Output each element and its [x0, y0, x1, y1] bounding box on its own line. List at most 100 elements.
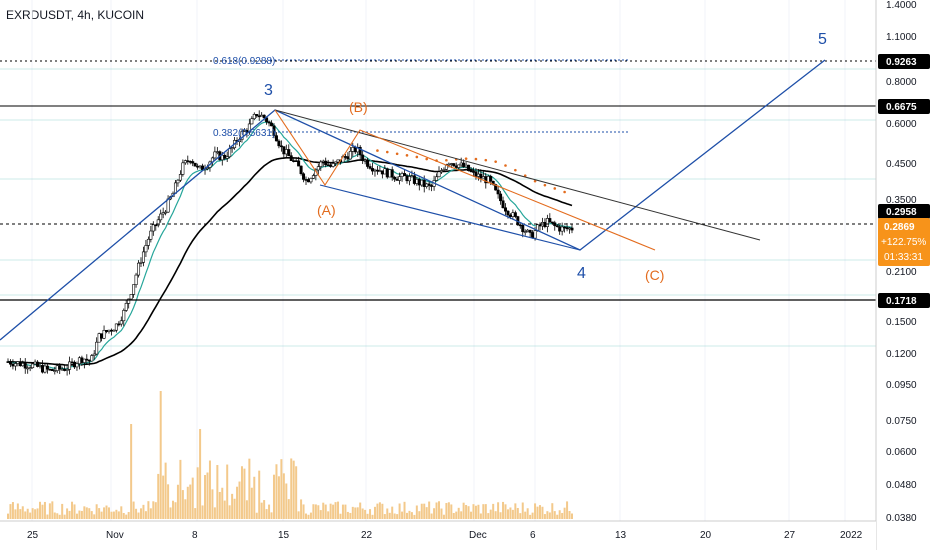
candle-body [270, 122, 274, 127]
wave-label-a: (A) [317, 202, 336, 218]
volume-bar [386, 508, 389, 519]
candle-body [161, 212, 165, 215]
candle-body [87, 359, 91, 362]
wave-label-b: (B) [349, 99, 368, 115]
candle-body [129, 294, 133, 300]
volume-bar [147, 501, 150, 519]
x-tick-label: Nov [106, 530, 124, 541]
volume-bar [142, 504, 145, 519]
candle-body [407, 176, 411, 182]
volume-bar [221, 487, 224, 519]
volume-bar [218, 491, 221, 519]
price-tags: 0.9263 0.6675 0.2958 0.1718 [878, 54, 930, 308]
volume-bar [511, 509, 514, 519]
price-candles [6, 110, 574, 376]
candle-body [134, 274, 138, 285]
volume-bar [275, 464, 278, 519]
volume-bar [413, 514, 416, 519]
candle-body [230, 147, 234, 150]
candle-body [95, 341, 99, 355]
volume-bar [514, 503, 517, 519]
candle-body [159, 213, 163, 221]
volume-bar [410, 512, 413, 519]
volume-bar [445, 503, 448, 519]
volume-bar [403, 501, 406, 519]
volume-bar [344, 504, 347, 519]
volume-bar [388, 512, 391, 519]
volume-bar [100, 511, 103, 519]
volume-bar [337, 501, 340, 519]
candle-body [50, 369, 54, 372]
volume-bar [504, 504, 507, 519]
candle-body [240, 131, 244, 140]
candle-body [28, 367, 32, 370]
candle-body [415, 178, 419, 184]
volume-bar [425, 507, 428, 519]
candle-body [558, 226, 562, 232]
volume-bar [393, 513, 396, 519]
volume-bar [26, 508, 29, 519]
volume-bar [556, 514, 559, 519]
volume-bar [341, 504, 344, 519]
price-axis[interactable] [876, 0, 932, 550]
volume-bar [354, 507, 357, 519]
volume-bar [270, 512, 273, 519]
candle-body [284, 149, 288, 155]
volume-bar [339, 513, 342, 519]
last-price-countdown: 01:33:31 [884, 252, 923, 263]
y-tick-labels: 1.4000 1.1000 0.8000 0.6000 0.4500 0.3500 0.21… [886, 0, 917, 524]
candle-body [107, 329, 111, 332]
candle-body [40, 365, 44, 373]
candle-body [252, 114, 256, 120]
candle-body [97, 333, 101, 343]
volume-bar [85, 507, 88, 519]
volume-bar [506, 509, 509, 519]
y-tick-label: 0.0480 [886, 480, 917, 491]
volume-bar [317, 505, 320, 519]
candle-body [321, 160, 325, 163]
volume-bar [499, 512, 502, 519]
candle-body [294, 160, 298, 162]
volume-bar [51, 501, 54, 519]
candle-body [383, 168, 387, 175]
volume-bar [34, 509, 37, 519]
volume-bar [571, 513, 573, 519]
candle-body [459, 162, 463, 166]
volume-bar [199, 429, 202, 519]
candle-body [311, 175, 315, 179]
volume-bar [433, 508, 436, 519]
candle-body [45, 365, 49, 370]
candle-body [124, 303, 128, 311]
candle-body [100, 333, 104, 339]
candle-body [410, 175, 414, 178]
y-tick-label: 0.0380 [886, 513, 917, 524]
x-tick-labels: 25 Nov 8 15 22 Dec 6 13 20 27 2022 [27, 530, 863, 541]
time-axis[interactable] [0, 521, 876, 550]
volume-bar [440, 508, 443, 519]
volume-bar [521, 502, 524, 519]
volume-bar [9, 504, 12, 519]
candle-body [31, 363, 35, 369]
volume-bar [167, 484, 170, 519]
candle-body [464, 164, 468, 168]
volume-bar [470, 511, 473, 519]
volume-bar [516, 507, 519, 519]
candle-body [257, 115, 261, 118]
volume-bar [265, 509, 268, 519]
volume-bar [474, 505, 477, 519]
volume-bar [208, 460, 211, 519]
candle-body [548, 218, 552, 223]
candle-body [538, 224, 542, 227]
volume-bar [305, 513, 308, 519]
last-price-tag: 0.2869 +122.75% 01:33:31 [878, 218, 930, 266]
volume-bar [297, 511, 300, 519]
candle-body [375, 169, 379, 172]
candle-body [181, 162, 185, 175]
volume-bar [107, 507, 110, 519]
volume-bar [450, 504, 453, 519]
volume-bar [233, 498, 236, 519]
volume-bar [364, 509, 367, 519]
candle-body [119, 320, 123, 325]
volume-bar [430, 513, 433, 519]
